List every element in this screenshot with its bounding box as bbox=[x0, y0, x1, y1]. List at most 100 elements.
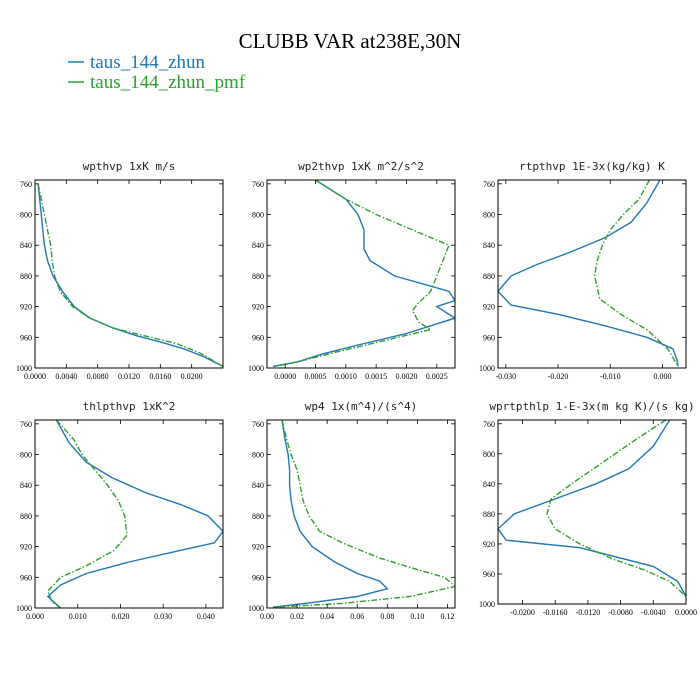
x-tick-label: -0.0200 bbox=[510, 608, 535, 617]
series-group bbox=[272, 420, 455, 608]
plot-frame bbox=[497, 179, 687, 369]
panel-4: thlpthvp 1xK^2 760 800 840 880 920 960 10000.00… bbox=[16, 400, 224, 621]
y-tick-label: 800 bbox=[20, 451, 32, 460]
x-tick-label: 0.0120 bbox=[118, 372, 140, 381]
x-tick-label: 0.06 bbox=[350, 612, 364, 621]
y-tick-label: 800 bbox=[252, 211, 264, 220]
series-line-zhun-pmf bbox=[593, 180, 679, 367]
y-tick-label: 760 bbox=[20, 420, 32, 429]
x-tick-label: 0.0025 bbox=[426, 372, 448, 381]
y-tick-label: 840 bbox=[483, 480, 495, 489]
y-tick-label: 960 bbox=[483, 570, 495, 579]
panel-title: thlpthvp 1xK^2 bbox=[83, 400, 176, 413]
y-tick-label: 760 bbox=[483, 180, 495, 189]
series-line-zhun bbox=[272, 180, 455, 368]
y-tick-label: 920 bbox=[252, 543, 264, 552]
panel-6: wprtpthlp 1-E-3x(m kg K)/(s kg) 760 800 840… bbox=[479, 400, 697, 617]
panels: wpthvp 1xK m/s76080084088092096010000.00… bbox=[16, 160, 697, 621]
series-group bbox=[272, 180, 455, 368]
y-tick-label: 880 bbox=[20, 272, 32, 281]
panel-5: wp4 1x(m^4)/(s^4)76080084088092096010000… bbox=[248, 400, 456, 621]
y-tick-label: 840 bbox=[20, 241, 32, 250]
x-tick-label: 0.000 bbox=[26, 612, 44, 621]
x-tick-label: 0.10 bbox=[410, 612, 424, 621]
y-tick-label: 1000 bbox=[248, 364, 264, 373]
x-tick-label: 0.04 bbox=[320, 612, 334, 621]
x-tick-label: 0.0000 bbox=[675, 608, 697, 617]
y-tick-label: 880 bbox=[20, 512, 32, 521]
x-tick-label: -0.0160 bbox=[543, 608, 568, 617]
y-tick-label: 1000 bbox=[479, 600, 495, 609]
y-tick-label: 760 bbox=[483, 420, 495, 429]
y-tick-label: 960 bbox=[252, 333, 264, 342]
legend: taus_144_zhun taus_144_zhun_pmf bbox=[68, 52, 246, 93]
series-group bbox=[498, 180, 679, 367]
x-tick-label: 0.010 bbox=[69, 612, 87, 621]
panel-2: wp2thvp 1xK m^2/s^2 760 800 840 880 920 960 100… bbox=[248, 160, 456, 381]
x-tick-label: 0.0080 bbox=[87, 372, 109, 381]
series-line-zhun bbox=[498, 180, 679, 367]
x-tick-label: -0.0040 bbox=[641, 608, 666, 617]
panel-3: rtpthvp 1E-3x(kg/kg) K 760 800 840 880 920 960… bbox=[479, 160, 687, 381]
y-tick-label: 1000 bbox=[248, 604, 264, 613]
x-tick-label: 0.000 bbox=[654, 372, 672, 381]
series-line-zhun-pmf bbox=[272, 420, 455, 608]
x-tick-label: 0.0160 bbox=[149, 372, 171, 381]
series-group bbox=[37, 183, 223, 368]
y-tick-label: 800 bbox=[252, 451, 264, 460]
panel-title: wprtpthlp 1-E-3x(m kg K)/(s kg) bbox=[489, 400, 694, 413]
figure-title: CLUBB VAR at238E,30N bbox=[239, 29, 462, 53]
plot-frame bbox=[266, 179, 456, 369]
y-tick-label: 920 bbox=[20, 303, 32, 312]
x-tick-label: 0.00 bbox=[260, 612, 274, 621]
y-tick-label: 800 bbox=[483, 211, 495, 220]
legend-label-pmf: taus_144_zhun_pmf bbox=[90, 72, 246, 93]
y-tick-label: 840 bbox=[252, 481, 264, 490]
y-tick-label: 760 bbox=[252, 180, 264, 189]
series-line-zhun bbox=[272, 420, 389, 608]
panel-title: rtpthvp 1E-3x(kg/kg) K bbox=[519, 160, 665, 173]
y-tick-label: 840 bbox=[20, 481, 32, 490]
y-tick-label: 920 bbox=[20, 543, 32, 552]
x-tick-label: 0.0040 bbox=[55, 372, 77, 381]
x-tick-label: 0.0000 bbox=[24, 372, 46, 381]
panel-title: wp2thvp 1xK m^2/s^2 bbox=[298, 160, 424, 173]
x-tick-label: -0.0080 bbox=[608, 608, 633, 617]
x-tick-label: 0.020 bbox=[111, 612, 129, 621]
plot-frame bbox=[497, 419, 687, 605]
y-tick-label: 880 bbox=[252, 272, 264, 281]
series-line-zhun bbox=[46, 420, 223, 608]
y-tick-label: 800 bbox=[20, 211, 32, 220]
y-tick-label: 1000 bbox=[479, 364, 495, 373]
x-tick-label: -0.030 bbox=[495, 372, 516, 381]
y-tick-label: 920 bbox=[483, 540, 495, 549]
series-group bbox=[498, 420, 686, 598]
y-tick-label: 1000 bbox=[16, 364, 32, 373]
series-line-zhun-pmf bbox=[37, 183, 223, 368]
series-line-zhun-pmf bbox=[46, 420, 128, 608]
y-tick-label: 960 bbox=[483, 333, 495, 342]
y-tick-label: 960 bbox=[20, 573, 32, 582]
y-tick-label: 1000 bbox=[16, 604, 32, 613]
y-tick-label: 920 bbox=[483, 303, 495, 312]
series-line-zhun bbox=[37, 183, 223, 368]
series-line-zhun-pmf bbox=[272, 180, 450, 368]
y-tick-label: 760 bbox=[252, 420, 264, 429]
x-tick-label: -0.0120 bbox=[576, 608, 601, 617]
series-line-zhun-pmf bbox=[546, 420, 686, 598]
y-tick-label: 840 bbox=[252, 241, 264, 250]
x-tick-label: 0.0200 bbox=[181, 372, 203, 381]
x-tick-label: 0.0020 bbox=[395, 372, 417, 381]
x-tick-label: 0.0015 bbox=[365, 372, 387, 381]
y-tick-label: 800 bbox=[483, 450, 495, 459]
x-tick-label: 0.12 bbox=[440, 612, 454, 621]
y-tick-label: 880 bbox=[483, 510, 495, 519]
series-line-zhun bbox=[498, 420, 686, 597]
y-tick-label: 960 bbox=[20, 333, 32, 342]
x-tick-label: 0.0005 bbox=[305, 372, 327, 381]
plot-frame bbox=[266, 419, 456, 609]
y-tick-label: 760 bbox=[20, 180, 32, 189]
y-tick-label: 920 bbox=[252, 303, 264, 312]
x-tick-label: 0.0010 bbox=[335, 372, 357, 381]
